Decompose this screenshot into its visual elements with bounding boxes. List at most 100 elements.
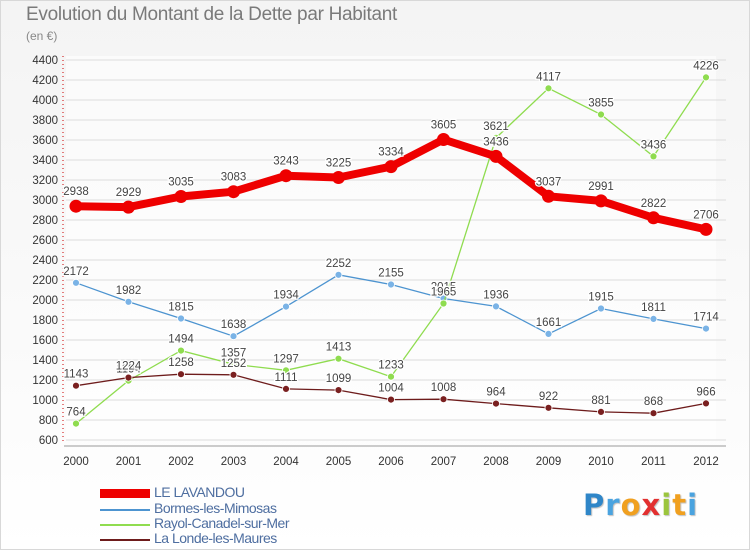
data-label: 1143: [64, 369, 89, 381]
data-point: [72, 278, 80, 287]
data-label: 1297: [273, 353, 299, 365]
data-point: [492, 133, 500, 142]
chart-title: Evolution du Montant de la Dette par Hab…: [26, 4, 397, 25]
data-point: [649, 152, 658, 161]
y-tick-label: 800: [39, 415, 58, 427]
data-point: [492, 302, 500, 311]
data-point: [229, 332, 238, 341]
x-tick-label: 2011: [641, 456, 666, 468]
data-point: [282, 366, 290, 375]
data-point: [597, 110, 605, 119]
y-tick-label: 3200: [32, 175, 58, 187]
y-tick-label: 600: [39, 435, 58, 447]
data-label: 1233: [378, 360, 404, 372]
data-label: 2929: [116, 187, 142, 199]
y-tick-label: 2400: [32, 255, 58, 267]
data-label: 2015: [431, 282, 457, 294]
x-tick-label: 2012: [693, 456, 719, 468]
data-point: [542, 189, 555, 203]
data-label: 3334: [378, 147, 404, 159]
data-label: 2706: [693, 209, 719, 221]
data-point: [702, 399, 710, 408]
data-label: 2155: [378, 268, 404, 280]
data-point: [544, 329, 553, 338]
y-tick-label: 1200: [32, 375, 58, 387]
data-point: [439, 299, 448, 308]
data-point: [544, 403, 553, 412]
data-point: [177, 314, 185, 323]
data-label: 2991: [588, 181, 614, 193]
legend-label: Bormes-les-Mimosas: [154, 500, 277, 516]
data-label: 966: [696, 386, 715, 398]
data-point: [387, 395, 395, 404]
legend-swatch: [100, 489, 150, 498]
legend-label: La Londe-les-Maures: [154, 530, 277, 546]
data-point: [647, 211, 660, 225]
axes: 600 800 1000 1200 1400 1600 1800 2000 2200 2400 26…: [32, 55, 726, 468]
y-tick-label: 3800: [32, 115, 58, 127]
logo-letter: x: [641, 488, 662, 522]
data-label: 881: [591, 395, 610, 407]
data-label: 1099: [326, 373, 352, 385]
x-tick-label: 2005: [326, 456, 352, 468]
y-tick-label: 2200: [32, 275, 58, 287]
data-point: [384, 160, 398, 174]
data-label: 1811: [641, 302, 666, 314]
x-tick-label: 2008: [483, 456, 509, 468]
data-point: [72, 419, 80, 428]
data-label: 1714: [693, 312, 719, 324]
data-label: 3855: [588, 98, 614, 110]
legend-swatch: [100, 539, 150, 541]
y-tick-label: 3600: [32, 135, 58, 147]
data-point: [649, 314, 658, 323]
data-label: 3037: [536, 176, 562, 188]
data-point: [122, 200, 135, 214]
data-label: 1413: [326, 342, 352, 354]
data-label: 1965: [431, 287, 457, 299]
data-point: [597, 407, 605, 416]
proxiti-logo: Proxiti: [583, 488, 698, 522]
x-tick-label: 2004: [273, 456, 299, 468]
data-label: 1936: [483, 289, 509, 301]
y-tick-label: 4000: [32, 95, 58, 107]
x-tick-label: 2001: [116, 456, 142, 468]
logo-letter: o: [620, 488, 642, 522]
logo-letter: t: [672, 488, 688, 522]
data-label: 3035: [168, 177, 194, 189]
data-label: 1224: [116, 361, 142, 373]
data-label: 1661: [536, 317, 562, 329]
data-point: [174, 190, 188, 203]
data-point: [334, 354, 343, 363]
data-point: [439, 395, 448, 404]
data-point: [597, 304, 605, 313]
data-labels: 2938 2929 3035 3083 3243 3225 3334 3605 3436 3037…: [62, 59, 721, 420]
logo-letter: r: [605, 488, 621, 522]
data-label: 2252: [326, 258, 352, 270]
data-label: 4226: [693, 60, 719, 72]
data-label: 868: [644, 396, 663, 408]
data-point: [387, 372, 395, 381]
legend-label: Rayol-Canadel-sur-Mer: [154, 515, 290, 531]
y-tick-label: 1800: [32, 315, 58, 327]
data-point: [699, 222, 713, 236]
data-point: [72, 381, 80, 390]
data-label: 2822: [641, 198, 667, 210]
data-point: [437, 133, 450, 146]
data-point: [492, 399, 500, 408]
data-label: 1815: [168, 302, 194, 314]
x-tick-label: 2010: [588, 456, 614, 468]
y-tick-label: 1600: [32, 335, 58, 347]
data-label: 3225: [326, 158, 352, 170]
data-point: [124, 297, 133, 306]
y-tick-label: 1400: [32, 355, 58, 367]
data-label: 764: [66, 407, 86, 419]
data-point: [649, 409, 658, 418]
data-label: 3243: [273, 156, 299, 168]
data-label: 4117: [536, 71, 561, 83]
y-tick-label: 2800: [32, 215, 58, 227]
data-label: 1982: [116, 285, 142, 297]
data-point: [177, 346, 185, 355]
data-point: [332, 171, 345, 184]
data-label: 1258: [168, 357, 194, 369]
